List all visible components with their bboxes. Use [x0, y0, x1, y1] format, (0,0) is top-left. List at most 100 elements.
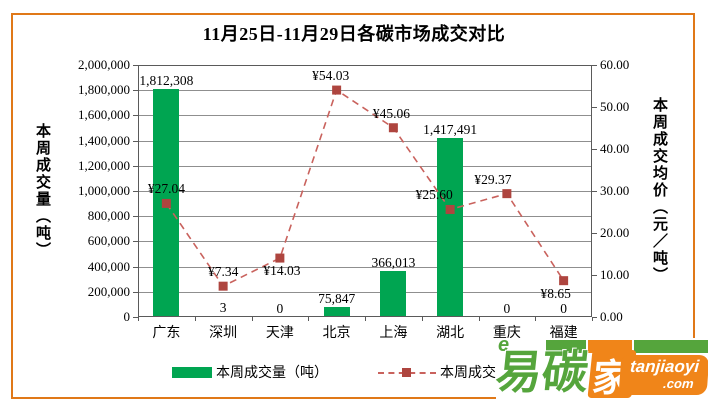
category-label: 天津: [265, 326, 294, 341]
left-axis-tick-mark: [133, 291, 138, 293]
left-axis-tick-label: 0: [123, 309, 131, 324]
tanjiaoyi-watermark-logo: e 易 碳 家 tanjiaoyi .com: [493, 334, 708, 405]
price-marker: [332, 85, 342, 95]
right-axis-tick-label: 40.00: [600, 141, 630, 156]
volume-legend-swatch: [172, 366, 212, 378]
gridline: [138, 115, 592, 117]
x-axis-tick-mark: [308, 317, 310, 321]
logo-strip-orange: [588, 340, 632, 353]
price-value-label: ¥54.03: [312, 68, 350, 84]
volume-bar: [380, 270, 407, 317]
volume-value-label: 0: [276, 301, 284, 316]
left-axis-tick-mark: [133, 90, 138, 92]
right-axis-tick-label: 30.00: [600, 183, 630, 198]
plot-area-border: [138, 65, 592, 317]
right-axis-tick-mark: [592, 107, 597, 108]
right-axis-tick-mark: [592, 233, 597, 234]
price-legend-swatch: [378, 367, 436, 378]
axis-title-char: 本: [36, 124, 52, 140]
x-axis-tick-mark: [138, 317, 139, 321]
legend-item-volume: 本周成交量（吨）: [172, 362, 328, 382]
right-axis-tick-mark: [592, 65, 597, 66]
volume-bar: [437, 138, 464, 317]
left-axis-tick-mark: [133, 317, 138, 318]
volume-value-label: 1,417,491: [423, 122, 478, 138]
axis-title-char: ︶: [36, 243, 52, 259]
left-axis-tick-label: 1,200,000: [78, 157, 130, 173]
axis-title-char: 吨: [36, 226, 52, 242]
logo-strip-green-2: [634, 340, 708, 353]
left-axis-tick-label: 1,600,000: [78, 107, 130, 123]
outer-orange-frame: [11, 13, 695, 399]
x-axis-tick-mark: [421, 317, 423, 321]
left-axis-tick-mark: [133, 65, 138, 66]
gridline: [138, 165, 592, 167]
axis-title-char: 价: [653, 183, 669, 199]
price-line: [165, 88, 565, 288]
logo-e-swirl: e: [498, 334, 510, 356]
volume-value-label: 0: [560, 301, 567, 316]
right-axis-tick-label: 20.00: [600, 225, 630, 240]
right-axis-tick-mark: [592, 317, 597, 318]
axis-title-char: 成: [36, 158, 52, 174]
left-axis-tick-mark: [133, 140, 138, 142]
left-axis-tick-mark: [133, 241, 138, 243]
price-value-label: ¥14.03: [263, 263, 301, 279]
volume-legend-label: 本周成交量（吨）: [216, 366, 328, 381]
left-axis-tick-mark: [133, 266, 138, 268]
right-axis-tick-mark: [592, 149, 597, 150]
price-value-label: ¥29.37: [474, 171, 512, 187]
axis-title-char: 交: [36, 175, 52, 191]
x-axis-tick-mark: [478, 317, 480, 321]
x-axis-tick-mark: [251, 317, 253, 321]
price-marker: [559, 276, 569, 286]
axis-title-char: 交: [653, 149, 669, 165]
logo-domain-name: tanjiaoyi: [629, 357, 700, 376]
axis-title-char: 元: [653, 217, 669, 233]
gridline: [138, 266, 592, 268]
left-axis-tick-label: 200,000: [87, 283, 130, 299]
category-label: 深圳: [209, 326, 238, 341]
x-axis-tick-mark: [365, 317, 366, 321]
left-axis-tick-label: 1,400,000: [78, 132, 130, 148]
volume-value-label: 366,013: [371, 254, 416, 270]
price-marker: [275, 253, 285, 263]
volume-value-label: 0: [503, 301, 511, 316]
gridline: [138, 241, 592, 243]
volume-value-label: 3: [219, 299, 227, 315]
price-marker: [218, 281, 228, 291]
logo-char-yi: 易: [493, 346, 545, 398]
volume-value-label: 75,847: [318, 291, 356, 307]
axis-title-char: 本: [653, 98, 669, 114]
right-axis-tick-label: 0.00: [600, 309, 623, 324]
left-axis-tick-mark: [133, 115, 138, 117]
price-marker: [161, 198, 171, 208]
axis-title-char: 量: [36, 192, 52, 208]
left-axis-tick-mark: [133, 216, 138, 218]
price-marker: [445, 204, 455, 214]
logo-domain-tld: .com: [662, 376, 695, 391]
axis-title-char: 吨: [653, 251, 669, 267]
axis-title-char: 周: [36, 141, 52, 157]
right-axis-tick-label: 50.00: [600, 99, 630, 114]
right-axis-tick-mark: [592, 191, 597, 192]
gridline: [138, 291, 592, 293]
gridline: [138, 90, 592, 92]
logo-char-tan: 碳: [539, 346, 591, 398]
axis-title-char: 周: [653, 115, 669, 131]
chart-title: 11月25日-11月29日各碳市场成交对比: [202, 24, 506, 44]
volume-value-label: 1,812,308: [139, 72, 194, 88]
axis-title-char: ︵: [36, 209, 52, 225]
axis-title-char: ︶: [653, 268, 669, 284]
price-line-chart: [161, 85, 569, 291]
axis-title-char: 成: [653, 132, 669, 148]
left-axis-tick-mark: [133, 191, 138, 192]
logo-strip-green-1: [546, 340, 586, 353]
gridline: [138, 216, 592, 218]
price-value-label: ¥7.34: [207, 264, 239, 280]
left-axis-tick-label: 600,000: [87, 233, 130, 249]
price-marker: [388, 123, 398, 133]
price-value-label: ¥45.06: [372, 105, 410, 121]
left-axis-tick-label: 1,000,000: [78, 183, 130, 198]
